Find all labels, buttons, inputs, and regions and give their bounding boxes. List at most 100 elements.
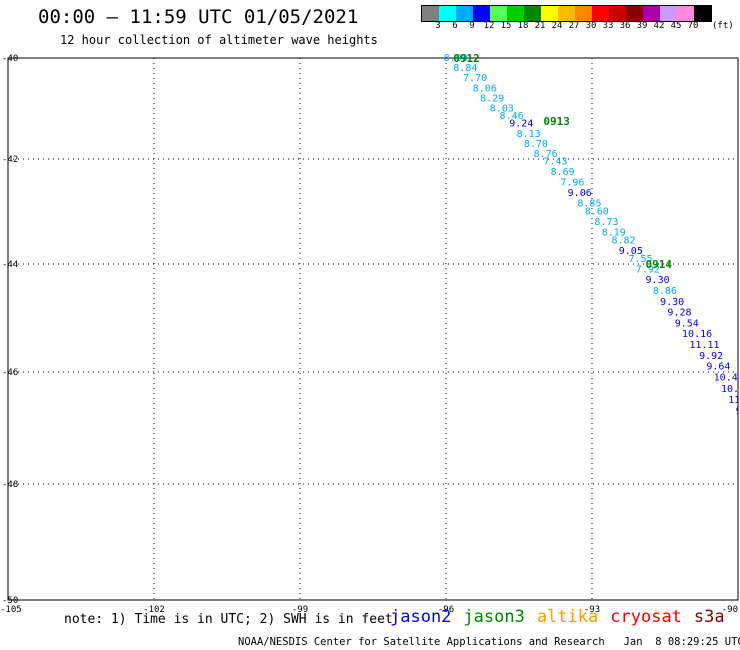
wave-height-value: 9.64 (706, 362, 730, 373)
wave-height-value: 7.70 (463, 73, 487, 84)
wave-height-value: 9.30 (660, 297, 684, 308)
color-scale-label: 33 (602, 21, 614, 31)
color-scale-label: 27 (568, 21, 580, 31)
wave-height-value: 8.13 (517, 129, 541, 140)
color-swatch (422, 6, 439, 21)
wave-height-value: 8.73 (594, 217, 618, 228)
units-note: note: 1) Time is in UTC; 2) SWH is in fe… (64, 612, 393, 627)
credit-line: NOAA/NESDIS Center for Satellite Applica… (238, 636, 740, 648)
wave-height-value: 9.24 (509, 119, 533, 130)
color-swatch (592, 6, 609, 21)
color-swatch (643, 6, 660, 21)
legend-jason3: jason3 (463, 607, 525, 627)
wave-height-value: 8.69 (551, 167, 575, 178)
color-swatch (490, 6, 507, 21)
wave-height-value: 8.76 (534, 149, 558, 160)
wave-height-value: 10.16 (682, 329, 712, 340)
satellite-legend: jason2 jason3 altika cryosat s3a (390, 607, 737, 627)
wave-height-value: 8.46 (500, 111, 524, 122)
color-swatch (677, 6, 694, 21)
wave-height-value: 8.19 (602, 228, 626, 239)
longitude-label: -96 (438, 605, 454, 615)
color-scale-label: 24 (551, 21, 563, 31)
longitude-label: -90 (722, 605, 738, 615)
longitude-label: -93 (584, 605, 600, 615)
wave-height-value: 9.92 (699, 351, 723, 362)
legend-cryosat: cryosat (610, 607, 682, 627)
latitude-label: -48 (2, 480, 18, 490)
color-scale-label: 6 (452, 21, 458, 31)
wave-height-value: 8.00 (444, 53, 468, 64)
color-swatch (660, 6, 677, 21)
legend-altika: altika (536, 607, 599, 627)
longitude-label: -105 (0, 605, 22, 615)
color-scale-label: 9 (469, 21, 475, 31)
color-swatch (694, 6, 711, 21)
color-swatch (456, 6, 473, 21)
color-scale-label: 3 (435, 21, 441, 31)
wave-height-value: 11.11 (689, 340, 719, 351)
wave-height-value: 8.86 (653, 286, 677, 297)
wave-height-value: 8.60 (585, 207, 609, 218)
color-scale-label: 15 (500, 21, 512, 31)
color-swatch (439, 6, 456, 21)
wave-height-color-scale (421, 5, 712, 22)
color-swatch (541, 6, 558, 21)
track-id-label: 0914 (646, 258, 673, 271)
wave-height-value: 11.14 (728, 395, 740, 406)
track-id-label: 0913 (543, 115, 570, 128)
wave-height-value: 9.30 (646, 275, 670, 286)
color-swatch (507, 6, 524, 21)
longitude-label: -102 (143, 605, 165, 615)
color-swatch (609, 6, 626, 21)
color-scale-label: 45 (670, 21, 682, 31)
wave-height-value: 8.85 (577, 199, 601, 210)
wave-height-value: 8.29 (480, 93, 504, 104)
latitude-label: -50 (2, 596, 18, 606)
wave-height-value: 7.55 (629, 254, 653, 265)
wave-height-value: 8.82 (611, 235, 635, 246)
legend-jason2: jason2 (390, 607, 452, 627)
color-swatch (626, 6, 643, 21)
latitude-label: -40 (2, 54, 18, 64)
wave-height-value: 9.06 (568, 188, 592, 199)
map-subtitle: 12 hour collection of altimeter wave hei… (60, 33, 378, 47)
wave-height-value: 8.84 (453, 63, 477, 74)
wave-height-value: 8.70 (524, 139, 548, 150)
wave-height-value: 7.92 (636, 264, 660, 275)
wave-height-value: 8.06 (473, 83, 497, 94)
color-scale-label: 42 (653, 21, 665, 31)
color-scale-labels: 3 6 9 12 15 18 21 24 27 30 33 36 39 42 45 70 (421, 21, 740, 33)
color-swatch (575, 6, 592, 21)
color-scale-label: 39 (636, 21, 648, 31)
wave-height-value: 9.99 (736, 406, 740, 417)
color-scale-label: 30 (585, 21, 597, 31)
wave-height-value: 9.05 (619, 246, 643, 257)
color-scale-label: 36 (619, 21, 631, 31)
wave-height-value: 7.96 (560, 178, 584, 189)
latitude-label: -46 (2, 368, 18, 378)
color-swatch (558, 6, 575, 21)
color-swatch (473, 6, 490, 21)
track-id-label: 0912 (453, 52, 480, 65)
color-scale-label: 70 (687, 21, 699, 31)
color-scale-unit: (ft) (712, 21, 734, 31)
observation-labels: 8.008.847.708.068.298.038.469.248.138.70… (444, 53, 740, 417)
color-swatch (524, 6, 541, 21)
wave-height-value: 9.54 (675, 318, 699, 329)
wave-height-value: 8.03 (490, 104, 514, 115)
wave-height-value: 9.28 (667, 308, 691, 319)
wave-height-value: 10.37 (721, 384, 740, 395)
color-scale-label: 12 (483, 21, 495, 31)
map-title: 00:00 – 11:59 UTC 01/05/2021 (38, 6, 359, 28)
color-scale-label: 21 (534, 21, 546, 31)
color-scale-label: 18 (517, 21, 529, 31)
legend-s3a: s3a (693, 607, 725, 627)
longitude-label: -99 (292, 605, 308, 615)
latitude-label: -44 (2, 260, 18, 270)
wave-height-value: 7.43 (543, 157, 567, 168)
latitude-label: -42 (2, 155, 18, 165)
map-frame (7, 57, 739, 601)
wave-height-value: 10.46 (714, 373, 740, 384)
